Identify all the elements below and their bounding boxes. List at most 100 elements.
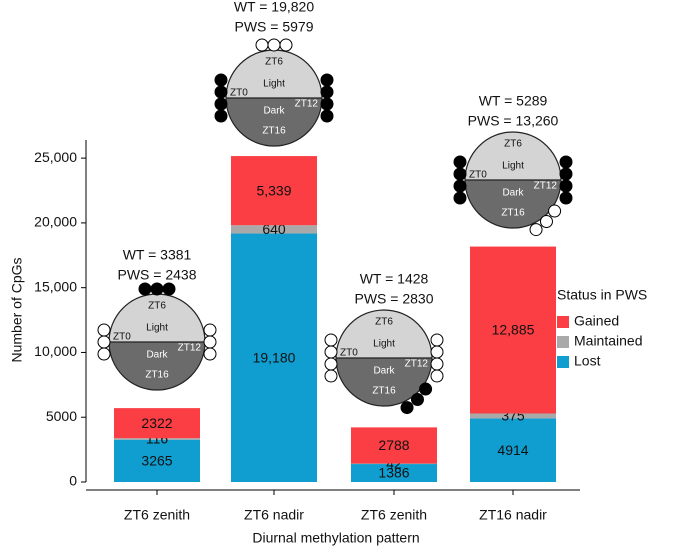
clock-dark [465,180,561,228]
clock-label: ZT12 [534,181,558,192]
value-label: 3265 [141,453,172,469]
y-tick-label: 25,000 [34,149,77,165]
clock-dot [150,282,164,296]
bar-segment [231,156,317,226]
clock-label: ZT0 [340,348,358,359]
clock-light [336,310,432,358]
clock-dot [324,369,338,383]
clock-label: ZT6 [148,301,166,312]
clock-label: ZT0 [469,170,487,181]
clock-dot [419,382,433,396]
clock-dot [539,214,553,228]
bar-segment [351,463,437,465]
clock-dot [324,345,338,359]
clock-dark [336,358,432,406]
clock-dot [548,204,562,218]
y-axis-title: Number of CpGs [9,257,25,362]
clock-label: ZT0 [230,88,248,99]
clock-dot [320,85,334,99]
clock-dot [324,357,338,371]
clock-label: Dark [502,188,524,199]
clock-dot [559,191,573,205]
clock-dot [203,347,217,361]
legend-swatch [557,356,569,368]
clock-dot [410,392,424,406]
bar-segment [114,408,200,439]
legend-label: Gained [574,313,619,329]
annotation-pws: PWS = 2438 [118,267,197,283]
bar-segment [114,438,200,440]
value-label: 19,180 [253,349,296,365]
clock-label: Light [502,161,524,172]
clock-light [109,294,205,342]
clock-dot [453,191,467,205]
clock-label: ZT16 [145,370,169,381]
value-label: 2322 [141,415,172,431]
y-tick-label: 15,000 [34,278,77,294]
clock-dot [203,323,217,337]
value-label: 2788 [378,437,409,453]
clock-dot [559,155,573,169]
clock-dot [214,109,228,123]
clock-label: ZT6 [265,57,283,68]
clock-label: ZT12 [178,343,202,354]
clock-dot [453,179,467,193]
clock-dot [559,167,573,181]
clock-dot [255,38,269,52]
bar-segment [351,464,437,482]
clock-dot [203,335,217,349]
clock-dot [162,282,176,296]
clock-dot [529,223,543,237]
clock-dot [97,323,111,337]
clock-dot [97,347,111,361]
y-tick-label: 20,000 [34,214,77,230]
clock-label: ZT16 [372,386,396,397]
legend-title: Status in PWS [557,287,647,303]
clock-label: ZT16 [262,126,286,137]
clock-label: ZT16 [501,208,525,219]
x-axis-title: Diurnal methylation pattern [252,530,419,546]
legend-label: Lost [574,353,601,369]
bar-segment [231,233,317,482]
clock-diagram: ZT6 Light ZT0 ZT12 Dark ZT16 [97,282,217,391]
clock-dot [430,345,444,359]
annotation-pws: PWS = 13,260 [468,113,559,129]
y-tick-label: 0 [69,473,77,489]
clock-dot [400,401,414,415]
bar-segment [470,413,556,419]
bar-segment [470,418,556,482]
clock-dot [453,155,467,169]
clock-dot [430,333,444,347]
bar-segment [351,427,437,464]
clock-label: Light [146,323,168,334]
x-tick-label: ZT6 nadir [244,507,304,523]
clock-label: Dark [263,106,285,117]
y-tick-label: 10,000 [34,343,77,359]
value-label: 5,339 [256,182,291,198]
x-tick-label: ZT16 nadir [479,507,547,523]
value-label: 4914 [497,442,528,458]
clock-diagram: ZT6 Light ZT0 ZT12 Dark ZT16 [453,131,573,237]
clock-diagram: ZT6 Light ZT0 ZT12 Dark ZT16 [324,309,444,415]
clock-dot [430,357,444,371]
value-label: 12,885 [492,322,535,338]
clock-label: Dark [373,366,395,377]
clock-dot [320,109,334,123]
x-tick-label: ZT6 zenith [361,507,427,523]
clock-label: ZT6 [375,317,393,328]
clock-label: Dark [146,350,168,361]
clock-label: Light [263,79,285,90]
bar-segment [114,439,200,482]
clock-label: ZT0 [113,332,131,343]
clock-dot [267,38,281,52]
bar-segment [470,246,556,414]
annotation-wt: WT = 1428 [360,271,429,287]
annotation-pws: PWS = 5979 [235,19,314,35]
legend-swatch [557,316,569,328]
clock-dot [320,97,334,111]
clock-dot [430,369,444,383]
annotation-wt: WT = 19,820 [234,0,315,15]
clock-dot [320,73,334,87]
clock-label: ZT6 [504,139,522,150]
